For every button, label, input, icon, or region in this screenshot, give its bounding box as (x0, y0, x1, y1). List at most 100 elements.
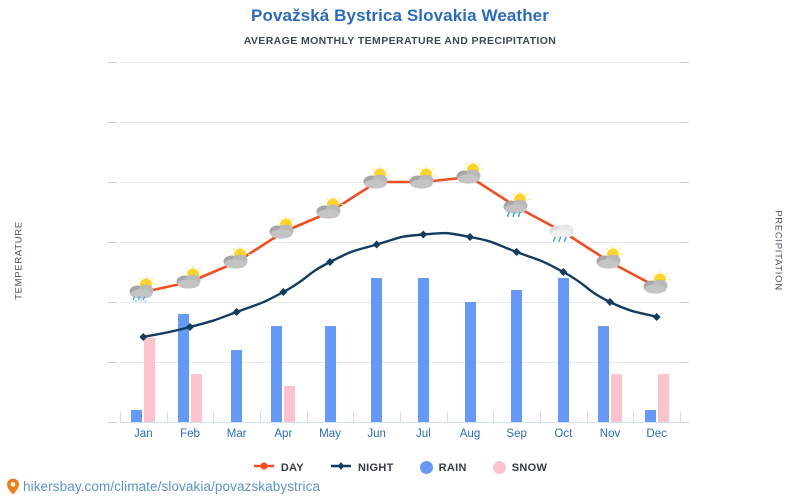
legend-item-day[interactable]: DAY (253, 460, 304, 475)
x-axis-tick-mark (120, 411, 121, 423)
x-axis-month-label-mar: Mar (226, 428, 247, 440)
y-axis-tick-mark (108, 302, 117, 303)
rain-bar-aug (464, 302, 476, 422)
y2-axis-tick-mark (680, 302, 689, 303)
legend-label: NIGHT (357, 461, 394, 474)
cloud-sun-icon-jun (360, 165, 394, 192)
snow-bar-jan (144, 338, 156, 422)
rain-bar-sep (511, 290, 523, 422)
x-axis-month-label-nov: Nov (599, 428, 621, 440)
legend-line-marker-icon (330, 460, 352, 475)
snow-bar-dec (657, 374, 669, 422)
night-point-may (326, 258, 334, 266)
rain-bar-jan (131, 410, 143, 422)
legend-label: RAIN (438, 461, 467, 474)
cloud-sun-icon-jul (406, 165, 440, 192)
legend-label: SNOW (511, 461, 548, 474)
rain-bar-may (324, 326, 336, 422)
x-axis-tick-mark (540, 412, 541, 422)
x-axis-month-label-sep: Sep (506, 428, 527, 440)
x-axis-tick-mark (446, 412, 448, 422)
legend-dot (419, 461, 433, 474)
day-temperature-line (143, 175, 658, 294)
x-axis-month-label-feb: Feb (180, 428, 200, 440)
x-axis-month-label-dec: Dec (646, 428, 667, 440)
rain-bar-apr (271, 326, 283, 422)
cloud-sun-icon-may (313, 195, 347, 222)
y2-axis-tick-mark (680, 362, 689, 363)
y2-axis-tick-mark (680, 242, 689, 243)
y2-axis-tick-mark (680, 122, 689, 123)
temperature-axis-title: TEMPERATURE (13, 221, 25, 300)
gridline (120, 182, 680, 183)
cloud-sun-icon-feb (173, 265, 207, 292)
chart-plot-area: 48°C 118°F36°C 96°F24°C 75°F12°C 53°F0°C… (108, 62, 689, 440)
y2-axis-tick-mark (680, 62, 689, 63)
page-subtitle: AVERAGE MONTHLY TEMPERATURE AND PRECIPIT… (243, 35, 557, 47)
night-point-aug (466, 233, 474, 241)
x-axis-month-label-jul: Jul (415, 428, 431, 440)
cloud-sun-icon-mar (220, 245, 254, 272)
rain-bar-nov (598, 326, 609, 422)
gridline (120, 122, 680, 123)
x-axis-month-label-may: May (319, 428, 341, 440)
x-axis-tick-mark (633, 412, 635, 422)
gridline (120, 62, 680, 63)
legend-item-rain[interactable]: RAIN (419, 461, 467, 474)
x-axis-tick-mark (213, 412, 215, 422)
gridline (120, 242, 680, 243)
x-axis-month-label-jun: Jun (367, 428, 386, 440)
y-axis-tick-mark (108, 422, 117, 423)
cloud-sun-icon-nov (593, 245, 627, 272)
x-axis-tick-mark (680, 411, 681, 423)
night-point-sep (512, 248, 521, 256)
x-axis-month-label-aug: Aug (459, 428, 481, 440)
night-point-apr (279, 288, 288, 296)
x-axis-month-label-jan: Jan (134, 428, 153, 440)
x-axis-month-label-apr: Apr (274, 428, 293, 440)
gridline (120, 362, 680, 363)
gridline (120, 302, 680, 303)
y2-axis-tick-mark (680, 422, 689, 423)
x-axis-tick-mark (166, 412, 168, 422)
cloud-sun-rain-icon-sep (500, 190, 534, 218)
rain-bar-mar (231, 350, 243, 422)
y-axis-tick-mark (108, 362, 117, 363)
snow-bar-feb (191, 374, 202, 422)
y-axis-tick-mark (108, 62, 117, 63)
legend-item-snow[interactable]: SNOW (492, 461, 548, 474)
y2-axis-tick-mark (680, 182, 689, 183)
night-point-dec (652, 313, 661, 321)
precipitation-axis-title: PRECIPITATION (772, 210, 784, 291)
legend-dot (492, 461, 506, 474)
y-axis-tick-mark (108, 122, 117, 123)
legend-label: DAY (280, 461, 304, 474)
page-title: Považská Bystrica Slovakia Weather (251, 6, 549, 25)
x-axis-tick-mark (260, 412, 261, 422)
x-axis-line (120, 422, 680, 423)
rain-bar-oct (557, 278, 569, 422)
x-axis-tick-mark (306, 412, 308, 422)
snow-bar-apr (284, 386, 296, 422)
x-axis-tick-mark (400, 412, 401, 422)
cloud-rain-icon-oct (546, 216, 580, 243)
y-axis-tick-mark (108, 242, 117, 243)
legend-dot-icon (492, 461, 506, 474)
location-pin-icon (6, 478, 20, 495)
night-temperature-line (143, 231, 658, 339)
legend-dot-icon (419, 461, 433, 474)
x-axis-tick-mark (493, 412, 495, 422)
x-axis-tick-mark (353, 412, 355, 422)
legend-item-night[interactable]: NIGHT (330, 460, 394, 475)
x-axis-tick-mark (586, 412, 588, 422)
y-axis-tick-mark (108, 182, 117, 183)
night-point-mar (232, 308, 241, 316)
rain-bar-jul (417, 278, 429, 422)
legend-line-marker-icon (253, 460, 275, 475)
cloud-sun-icon-apr (266, 215, 300, 242)
footer[interactable]: hikersbay.com/climate/slovakia/povazskab… (6, 478, 320, 495)
cloud-sun-snow-icon-jan (126, 275, 160, 303)
cloud-sun-icon-aug (453, 160, 487, 187)
footer-url-text[interactable]: hikersbay.com/climate/slovakia/povazskab… (23, 479, 321, 494)
